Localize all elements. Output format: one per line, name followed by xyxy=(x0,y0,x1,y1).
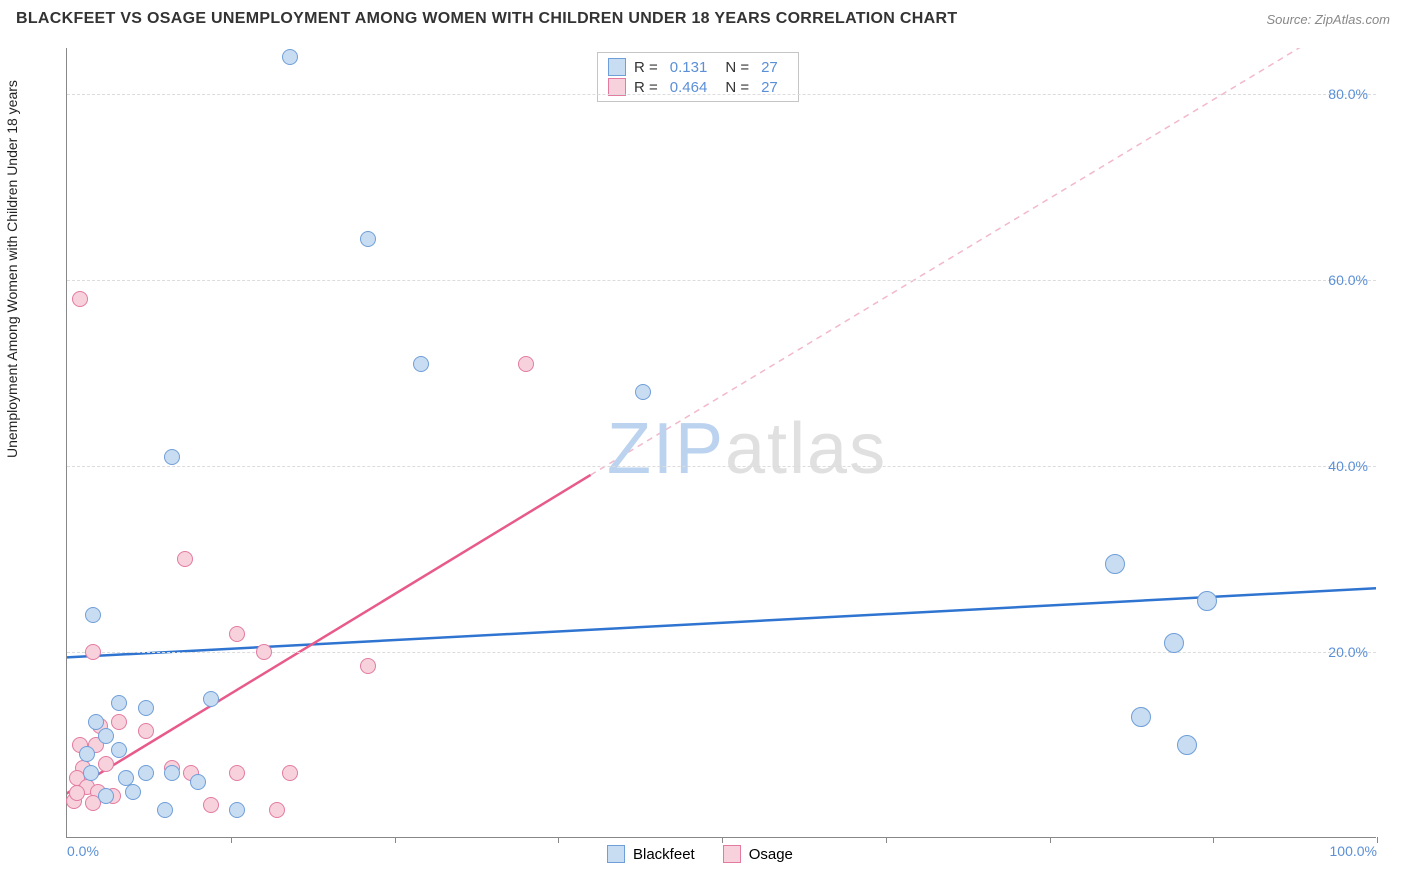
osage-point xyxy=(72,291,88,307)
blackfeet-point xyxy=(190,774,206,790)
legend-n-value: 27 xyxy=(761,79,778,96)
x-tick-mark xyxy=(722,837,723,843)
blackfeet-point xyxy=(118,770,134,786)
watermark-zip: ZIP xyxy=(607,409,725,489)
blackfeet-point xyxy=(413,356,429,372)
osage-point xyxy=(177,551,193,567)
watermark-atlas: atlas xyxy=(725,409,887,489)
legend-series-item: Osage xyxy=(723,845,793,863)
plot-area: ZIPatlas R =0.131N =27R =0.464N =27 Blac… xyxy=(66,48,1376,838)
blackfeet-point xyxy=(138,700,154,716)
legend-swatch xyxy=(608,58,626,76)
osage-point xyxy=(69,785,85,801)
blackfeet-point xyxy=(111,742,127,758)
osage-point xyxy=(256,644,272,660)
blackfeet-point xyxy=(98,788,114,804)
blackfeet-point xyxy=(83,765,99,781)
legend-swatch xyxy=(723,845,741,863)
osage-point xyxy=(85,644,101,660)
blackfeet-point xyxy=(1105,554,1125,574)
blackfeet-point xyxy=(164,765,180,781)
legend-swatch xyxy=(608,78,626,96)
legend-n-label: N = xyxy=(725,59,749,76)
blackfeet-point xyxy=(88,714,104,730)
blackfeet-point xyxy=(125,784,141,800)
blackfeet-point xyxy=(111,695,127,711)
x-tick-label: 100.0% xyxy=(1330,843,1377,859)
blackfeet-point xyxy=(1164,633,1184,653)
blackfeet-point xyxy=(85,607,101,623)
blackfeet-point xyxy=(203,691,219,707)
blackfeet-point xyxy=(164,449,180,465)
gridline xyxy=(67,280,1376,281)
x-tick-mark xyxy=(1377,837,1378,843)
legend-r-label: R = xyxy=(634,59,658,76)
x-tick-mark xyxy=(558,837,559,843)
trend-lines xyxy=(67,48,1376,837)
blackfeet-point xyxy=(282,49,298,65)
legend-r-value: 0.131 xyxy=(670,59,708,76)
x-tick-mark xyxy=(1213,837,1214,843)
blackfeet-point xyxy=(229,802,245,818)
y-tick-label: 20.0% xyxy=(1328,644,1368,660)
x-tick-mark xyxy=(886,837,887,843)
blackfeet-point xyxy=(98,728,114,744)
y-tick-label: 80.0% xyxy=(1328,86,1368,102)
legend-series-label: Blackfeet xyxy=(633,846,695,863)
chart-title: BLACKFEET VS OSAGE UNEMPLOYMENT AMONG WO… xyxy=(16,10,957,28)
blackfeet-point xyxy=(79,746,95,762)
blackfeet-point xyxy=(138,765,154,781)
x-tick-label: 0.0% xyxy=(67,843,99,859)
source-attribution: Source: ZipAtlas.com xyxy=(1266,12,1390,27)
osage-point xyxy=(269,802,285,818)
x-tick-mark xyxy=(231,837,232,843)
osage-point xyxy=(518,356,534,372)
legend-n-label: N = xyxy=(725,79,749,96)
legend-n-value: 27 xyxy=(761,59,778,76)
y-axis-label: Unemployment Among Women with Children U… xyxy=(4,80,20,458)
blackfeet-point xyxy=(1197,591,1217,611)
legend-series: Blackfeet Osage xyxy=(607,845,793,863)
legend-swatch xyxy=(607,845,625,863)
gridline xyxy=(67,466,1376,467)
osage-point xyxy=(229,765,245,781)
blackfeet-point xyxy=(635,384,651,400)
y-tick-label: 40.0% xyxy=(1328,458,1368,474)
osage-point xyxy=(203,797,219,813)
legend-r-value: 0.464 xyxy=(670,79,708,96)
watermark: ZIPatlas xyxy=(607,408,887,490)
blackfeet-point xyxy=(157,802,173,818)
blackfeet-point xyxy=(1131,707,1151,727)
osage-point xyxy=(98,756,114,772)
legend-r-label: R = xyxy=(634,79,658,96)
legend-correlation-row: R = 0.131 N = 27 xyxy=(608,57,788,77)
header: BLACKFEET VS OSAGE UNEMPLOYMENT AMONG WO… xyxy=(0,0,1406,34)
x-tick-mark xyxy=(395,837,396,843)
osage-point xyxy=(111,714,127,730)
gridline xyxy=(67,94,1376,95)
blackfeet-point xyxy=(360,231,376,247)
osage-point xyxy=(229,626,245,642)
blackfeet-point xyxy=(1177,735,1197,755)
legend-series-item: Blackfeet xyxy=(607,845,695,863)
osage-point xyxy=(138,723,154,739)
legend-series-label: Osage xyxy=(749,846,793,863)
x-tick-mark xyxy=(1050,837,1051,843)
y-tick-label: 60.0% xyxy=(1328,272,1368,288)
osage-point xyxy=(360,658,376,674)
osage-point xyxy=(282,765,298,781)
